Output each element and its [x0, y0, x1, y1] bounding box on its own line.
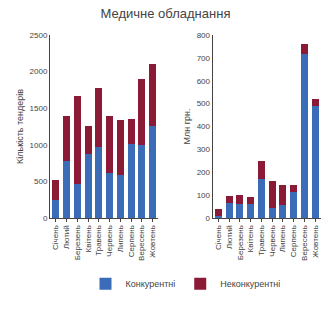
svg-text:Травень: Травень	[94, 225, 103, 256]
svg-text:Березень: Березень	[73, 225, 82, 260]
svg-text:Червень: Червень	[268, 225, 277, 256]
svg-text:100: 100	[197, 191, 211, 200]
svg-text:Жовтень: Жовтень	[311, 225, 320, 257]
svg-text:Серпень: Серпень	[289, 225, 298, 257]
svg-text:Квітень: Квітень	[246, 225, 255, 252]
svg-text:Вересень: Вересень	[300, 225, 309, 261]
svg-text:Конкурентні: Конкурентні	[126, 279, 176, 289]
svg-text:Червень: Червень	[105, 225, 114, 256]
svg-text:0: 0	[206, 214, 211, 223]
svg-text:Неконкурентні: Неконкурентні	[220, 279, 280, 289]
svg-text:Липень: Липень	[279, 225, 288, 252]
svg-text:Лютий: Лютий	[62, 225, 71, 249]
svg-text:1000: 1000	[30, 141, 48, 150]
svg-text:Млн грн.: Млн грн.	[182, 109, 192, 145]
svg-text:600: 600	[197, 77, 211, 86]
svg-text:2000: 2000	[30, 67, 48, 76]
svg-text:Січень: Січень	[214, 225, 223, 250]
svg-text:Вересень: Вересень	[137, 225, 146, 261]
svg-text:0: 0	[43, 214, 48, 223]
svg-text:400: 400	[197, 122, 211, 131]
svg-text:2500: 2500	[30, 31, 48, 40]
svg-text:Січень: Січень	[52, 225, 61, 250]
svg-text:Медичне обладнання: Медичне обладнання	[101, 6, 231, 21]
svg-text:Березень: Березень	[236, 225, 245, 260]
svg-text:Жовтень: Жовтень	[148, 225, 157, 257]
svg-text:500: 500	[34, 177, 48, 186]
svg-text:Кількість тендерів: Кількість тендерів	[15, 89, 25, 164]
svg-text:200: 200	[197, 168, 211, 177]
svg-text:1500: 1500	[30, 104, 48, 113]
svg-text:Лютий: Лютий	[225, 225, 234, 249]
svg-text:Серпень: Серпень	[127, 225, 136, 257]
svg-text:Липень: Липень	[116, 225, 125, 252]
svg-text:Квітень: Квітень	[84, 225, 93, 252]
svg-text:300: 300	[197, 145, 211, 154]
svg-text:800: 800	[197, 31, 211, 40]
svg-text:700: 700	[197, 54, 211, 63]
svg-text:500: 500	[197, 99, 211, 108]
svg-text:Травень: Травень	[257, 225, 266, 256]
